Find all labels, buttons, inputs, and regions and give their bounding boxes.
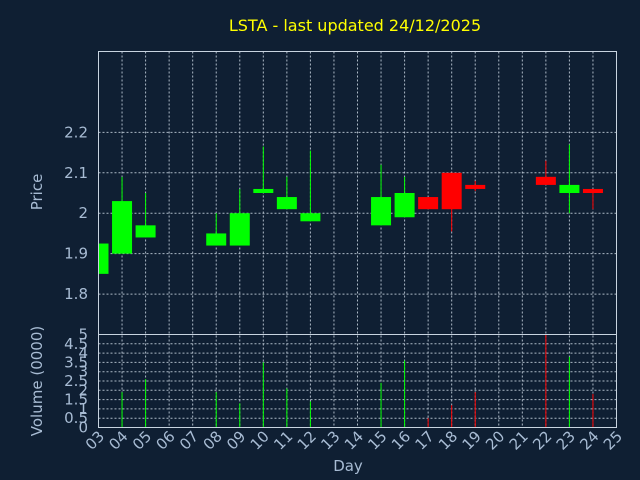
price-axis-label: Price (28, 174, 46, 211)
grid (98, 51, 617, 428)
volume-tick-label: 1 (78, 400, 88, 418)
candle-body (98, 243, 109, 274)
price-tick-label: 2 (78, 204, 88, 222)
candle-body (206, 233, 227, 246)
x-tick-label: 18 (435, 427, 461, 453)
x-tick-label: 22 (529, 427, 555, 453)
x-tick-label: 24 (576, 427, 602, 453)
x-tick-label: 10 (247, 427, 273, 453)
candle (112, 176, 133, 254)
volume-tick-label: 4 (78, 344, 88, 362)
candle-body (559, 184, 580, 193)
volume-bars (98, 334, 594, 428)
volume-tick-label: 2 (78, 381, 88, 399)
candle-body (394, 193, 415, 218)
x-tick-label: 06 (152, 427, 178, 453)
candle-body (371, 197, 392, 226)
candle-body (465, 184, 486, 189)
candle (276, 176, 297, 210)
candle (559, 144, 580, 214)
candle-body (135, 225, 156, 238)
x-tick-label: 25 (600, 427, 626, 453)
volume-panel-frame (98, 334, 617, 428)
x-tick-label: 11 (270, 427, 296, 453)
volume-axis-label: Volume (0000) (28, 326, 46, 436)
volume-tick-label: 2.5 (64, 372, 88, 390)
candle (535, 160, 556, 185)
price-tick-label: 1.8 (64, 285, 88, 303)
x-tick-label: 09 (223, 427, 249, 453)
volume-tick-label: 3 (78, 363, 88, 381)
x-tick-label: 16 (388, 427, 414, 453)
candle (441, 172, 462, 232)
candle (418, 197, 439, 210)
x-tick-label: 07 (176, 427, 202, 453)
candle-body (441, 172, 462, 210)
candle (465, 180, 486, 191)
candle (582, 188, 603, 210)
x-tick-label: 05 (129, 427, 155, 453)
candles (98, 144, 603, 274)
candle (253, 146, 274, 193)
x-tick-label: 14 (341, 427, 367, 453)
candle-body (582, 188, 603, 193)
candle-body (276, 197, 297, 210)
x-tick-label: 21 (506, 427, 532, 453)
price-tick-label: 2.2 (64, 123, 88, 141)
candle-body (112, 201, 133, 254)
x-tick-label: 17 (411, 427, 437, 453)
volume-tick-label: 0.5 (64, 409, 88, 427)
candle (371, 164, 392, 226)
x-tick-label: 20 (482, 427, 508, 453)
volume-tick-label: 3.5 (64, 353, 88, 371)
price-tick-label: 1.9 (64, 245, 88, 263)
volume-tick-label: 0 (78, 419, 88, 437)
candle (394, 176, 415, 218)
x-axis-ticks: 0304050607080910111213141516171819202122… (82, 427, 626, 453)
x-tick-label: 13 (317, 427, 343, 453)
candle-body (418, 197, 439, 210)
candle (300, 150, 321, 222)
candle (206, 213, 227, 246)
x-tick-label: 08 (200, 427, 226, 453)
candle-body (253, 188, 274, 193)
x-tick-label: 04 (105, 427, 131, 453)
x-tick-label: 15 (364, 427, 390, 453)
volume-tick-label: 4.5 (64, 335, 88, 353)
x-tick-label: 19 (459, 427, 485, 453)
candle-body (535, 176, 556, 185)
chart-title: LSTA - last updated 24/12/2025 (229, 16, 481, 35)
x-tick-label: 23 (553, 427, 579, 453)
volume-axis-ticks: 00.511.522.533.544.55 (64, 326, 88, 437)
price-tick-label: 2.1 (64, 164, 88, 182)
price-axis-ticks: 1.8 1.9 2 2.1 2.2 (64, 123, 88, 303)
candle-body (229, 213, 250, 246)
x-axis-label: Day (333, 457, 363, 475)
candle-body (300, 213, 321, 222)
x-tick-label: 12 (294, 427, 320, 453)
candle (135, 193, 156, 238)
volume-tick-label: 5 (78, 326, 88, 344)
candle (98, 243, 109, 274)
candle (229, 188, 250, 246)
volume-tick-label: 1.5 (64, 391, 88, 409)
